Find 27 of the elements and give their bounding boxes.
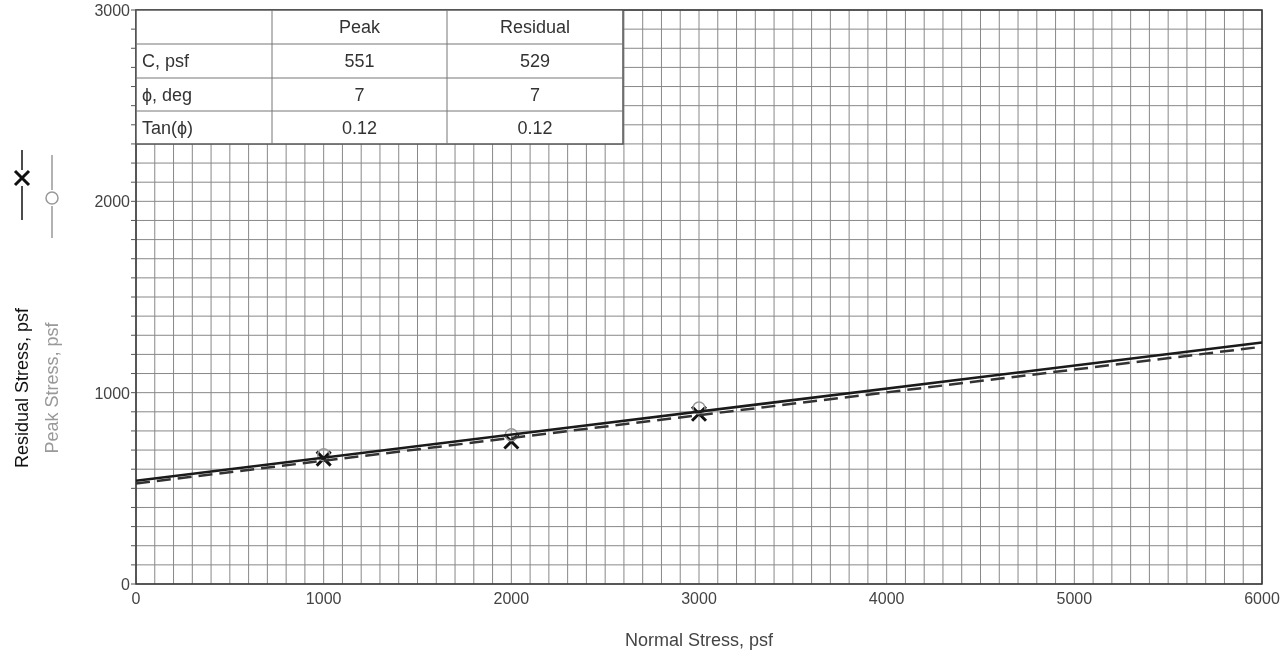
annotation: 7 xyxy=(529,84,541,105)
annotation: Peak xyxy=(338,17,382,37)
annotation: C, psf xyxy=(142,51,191,71)
annotation: 0.12 xyxy=(517,117,553,138)
x-axis-title: Normal Stress, psf xyxy=(624,630,775,650)
annotation: 7 xyxy=(354,84,365,105)
annotation: Tan(ϕ) xyxy=(142,117,194,138)
annotation: 551 xyxy=(344,51,375,71)
y-tick-label: 3000 xyxy=(94,2,131,19)
point xyxy=(316,448,331,462)
y-tick-label: 2000 xyxy=(94,193,131,211)
text: Peak Stress, psf xyxy=(42,321,62,454)
y-tick-label: 0 xyxy=(121,576,131,593)
x-tick-label: 2000 xyxy=(493,590,530,607)
point xyxy=(692,401,706,415)
annotation: Residual xyxy=(499,17,571,37)
x-tick-label: 1000 xyxy=(305,590,342,607)
point xyxy=(504,428,519,442)
x-tick-label: 5000 xyxy=(1056,590,1093,607)
annotation: ϕ, deg xyxy=(142,84,193,105)
y-tick-label: 1000 xyxy=(94,384,131,402)
x-tick-label: 3000 xyxy=(681,590,717,607)
annotation: 529 xyxy=(519,51,551,71)
text: Residual Stress, psf xyxy=(12,306,32,469)
x-tick-label: 6000 xyxy=(1244,590,1280,607)
annotation: 0.12 xyxy=(341,117,378,138)
x-tick-label: 4000 xyxy=(868,590,905,607)
